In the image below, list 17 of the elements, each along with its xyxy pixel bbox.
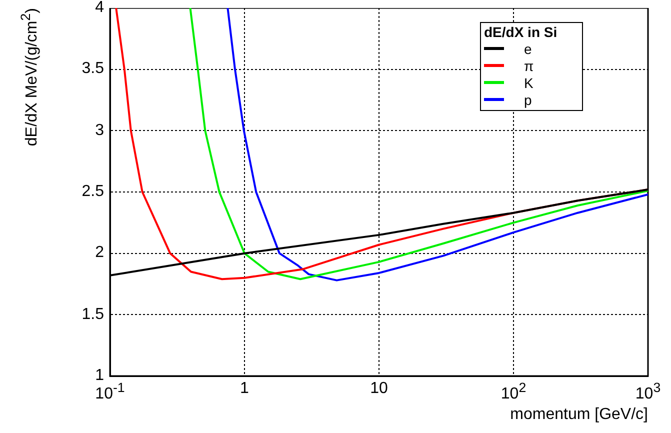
x-tick-label: 10$^{2}$ <box>500 380 528 404</box>
legend-title: dE/dX in Si <box>484 24 558 40</box>
y-tick-label: 2.5 <box>82 182 104 202</box>
legend-label: e <box>524 40 532 56</box>
x-tick-label: 1 <box>239 380 250 398</box>
x-tick-label: 10 <box>369 380 389 398</box>
y-tick-label: 3.5 <box>82 59 104 80</box>
legend-label: p <box>524 92 532 108</box>
x-tick-label: 10$^{-1}$ <box>95 380 125 402</box>
x-tick-label: 10$^{3}$ <box>634 380 662 404</box>
y-tick-label: 4 <box>95 0 104 18</box>
legend-label: π <box>524 58 534 74</box>
legend-label: K <box>524 74 534 90</box>
y-tick-label: 3 <box>95 120 104 141</box>
y-tick-label: 2 <box>95 243 104 264</box>
x-axis-title: momentum [GeV/c] <box>510 406 648 424</box>
y-tick-label: 1.5 <box>82 304 104 325</box>
